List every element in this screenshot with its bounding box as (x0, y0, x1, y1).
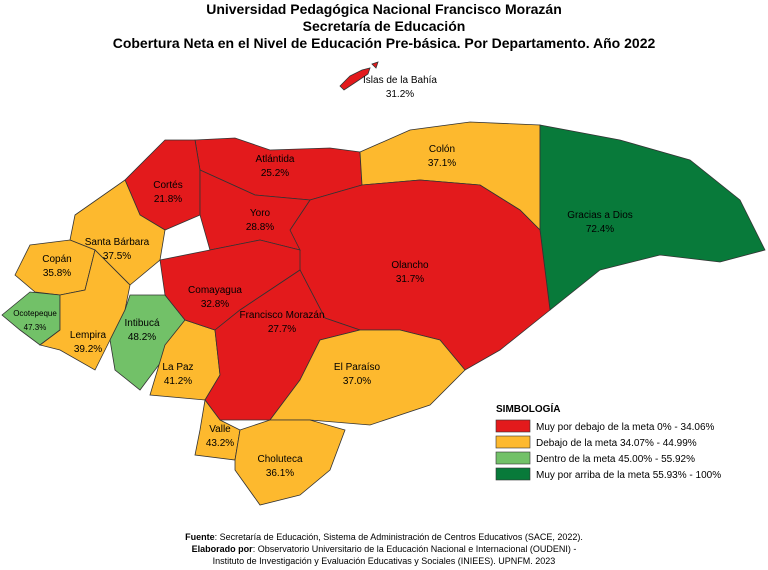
footer-source: Fuente: Secretaría de Educación, Sistema… (185, 532, 583, 542)
department-name: Copán (42, 254, 71, 265)
department-value: 31.7% (396, 274, 424, 285)
legend-label: Muy por arriba de la meta 55.93% - 100% (536, 470, 721, 481)
department-value: 39.2% (74, 344, 102, 355)
department-name: Yoro (250, 208, 271, 219)
department-value: 37.5% (103, 251, 131, 262)
legend-label: Muy por debajo de la meta 0% - 34.06% (536, 422, 715, 433)
footer-label: Elaborado por (192, 544, 254, 554)
department-name: Valle (209, 424, 231, 435)
footer-label: Fuente (185, 532, 215, 542)
department-value: 21.8% (154, 194, 182, 205)
title: Secretaría de Educación (303, 18, 466, 34)
footer-text: : Observatorio Universitario de la Educa… (253, 544, 577, 554)
department-value: 32.8% (201, 299, 229, 310)
department-value: 47.3% (24, 323, 47, 332)
footer-made: Instituto de Investigación y Evaluación … (213, 556, 556, 566)
title: Cobertura Neta en el Nivel de Educación … (113, 35, 656, 51)
legend-swatch (495, 451, 531, 465)
department-value: 31.2% (386, 89, 414, 100)
department-name: Lempira (70, 330, 107, 341)
department-name: Colón (429, 144, 455, 155)
department-name: El Paraíso (334, 362, 381, 373)
department-value: 35.8% (43, 268, 71, 279)
department-value: 36.1% (266, 468, 294, 479)
department-value: 43.2% (206, 438, 234, 449)
department-name: Olancho (391, 260, 429, 271)
department-value: 37.1% (428, 158, 456, 169)
department-name: Cortés (153, 180, 182, 191)
department (339, 61, 379, 91)
department-value: 41.2% (164, 376, 192, 387)
legend-title: SIMBOLOGÍA (496, 402, 560, 415)
department-name: La Paz (162, 362, 193, 373)
department-name: Choluteca (257, 454, 302, 465)
department-name: Santa Bárbara (85, 237, 150, 248)
department-value: 27.7% (268, 324, 296, 335)
department-name: Atlántida (256, 154, 295, 165)
title: Universidad Pedagógica Nacional Francisc… (206, 1, 562, 17)
department-name: Comayagua (188, 285, 242, 296)
department-name: Intibucá (124, 318, 159, 329)
legend-label: Dentro de la meta 45.00% - 55.92% (536, 454, 695, 465)
legend-swatch (495, 467, 531, 481)
department-name: Ocotepeque (13, 309, 57, 318)
legend-swatch (495, 435, 531, 449)
department-value: 48.2% (128, 332, 156, 343)
department (234, 419, 346, 506)
legend-label: Debajo de la meta 34.07% - 44.99% (536, 438, 697, 449)
footer-text: : Secretaría de Educación, Sistema de Ad… (215, 532, 583, 542)
department-name: Gracias a Dios (567, 210, 633, 221)
department-value: 28.8% (246, 222, 274, 233)
legend-swatch (495, 419, 531, 433)
department-value: 25.2% (261, 168, 289, 179)
footer-made: Elaborado por: Observatorio Universitari… (192, 544, 577, 554)
department-name: Francisco Morazán (239, 310, 324, 321)
department-name: Islas de la Bahía (363, 75, 437, 86)
department-value: 37.0% (343, 376, 371, 387)
department-value: 72.4% (586, 224, 614, 235)
